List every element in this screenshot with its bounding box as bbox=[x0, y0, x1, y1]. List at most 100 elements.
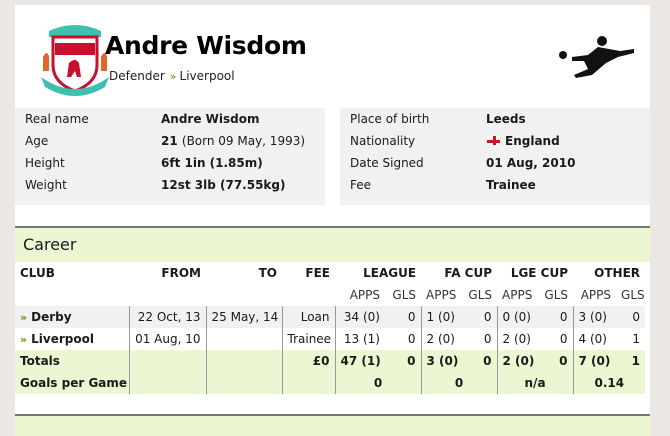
info-value: England bbox=[505, 134, 560, 148]
col-apps: APPS bbox=[502, 288, 533, 302]
info-label: Weight bbox=[25, 178, 67, 192]
info-label: Age bbox=[25, 134, 49, 148]
col-fee: FEE bbox=[305, 266, 330, 280]
totals-fee: £0 bbox=[281, 350, 335, 372]
fa-apps: 1 (0) bbox=[420, 306, 462, 328]
club-link[interactable]: Derby bbox=[31, 310, 72, 324]
career-heading: Career bbox=[15, 226, 650, 262]
info-value: Trainee bbox=[486, 178, 536, 192]
club-link[interactable]: Liverpool bbox=[31, 332, 94, 346]
col-to: TO bbox=[258, 266, 277, 280]
fee-cell: Loan bbox=[281, 306, 335, 328]
info-date-signed: Date Signed 01 Aug, 2010 bbox=[350, 152, 650, 174]
fa-gls: 0 bbox=[461, 306, 498, 328]
fa-apps: 2 (0) bbox=[420, 328, 462, 350]
col-apps: APPS bbox=[426, 288, 457, 302]
lge-gpg: n/a bbox=[496, 372, 574, 394]
from-cell: 01 Aug, 10 bbox=[128, 328, 206, 350]
info-real-name: Real name Andre Wisdom bbox=[25, 108, 325, 130]
gpg-label: Goals per Game bbox=[15, 372, 129, 394]
info-value: 21 bbox=[161, 134, 178, 148]
col-gls: GLS bbox=[621, 288, 645, 302]
lge-gls: 0 bbox=[536, 350, 574, 372]
liverpool-crest-logo bbox=[41, 25, 109, 96]
col-apps: APPS bbox=[580, 288, 612, 302]
info-age: Age 21 (Born 09 May, 1993) bbox=[25, 130, 325, 152]
career-row: » Liverpool 01 Aug, 10 Trainee 13 (1) 0 2 … bbox=[15, 328, 645, 350]
info-label: Nationality bbox=[350, 134, 416, 148]
goals-per-game-row: Goals per Game 0 0 n/a 0.14 bbox=[15, 372, 646, 394]
next-section-header bbox=[15, 414, 650, 436]
other-gls: 1 bbox=[632, 332, 641, 346]
career-row: » Derby 22 Oct, 13 25 May, 14 Loan 34 (0)… bbox=[15, 306, 646, 328]
fa-apps: 3 (0) bbox=[420, 350, 462, 372]
personal-info-right: Place of birth Leeds Nationality England D… bbox=[340, 108, 650, 205]
info-value: Andre Wisdom bbox=[161, 112, 260, 126]
info-weight: Weight 12st 3lb (77.55kg) bbox=[25, 174, 325, 196]
player-position: Defender bbox=[109, 69, 165, 83]
col-gls: GLS bbox=[392, 288, 417, 302]
col-club: CLUB bbox=[20, 266, 55, 280]
lge-gls: 0 bbox=[559, 332, 568, 346]
player-silhouette-icon bbox=[559, 36, 634, 78]
other-apps: 7 (0) bbox=[572, 350, 617, 372]
info-value: 12st 3lb (77.55kg) bbox=[161, 178, 286, 192]
info-value: 6ft 1in (1.85m) bbox=[161, 156, 263, 170]
info-label: Height bbox=[25, 156, 65, 170]
info-label: Place of birth bbox=[350, 112, 430, 126]
chevron-right-icon: » bbox=[169, 70, 177, 83]
chevron-right-icon: » bbox=[20, 333, 28, 346]
player-subtitle: Defender » Liverpool bbox=[109, 69, 235, 83]
info-label: Date Signed bbox=[350, 156, 424, 170]
col-league: LEAGUE bbox=[363, 266, 417, 280]
lge-gls: 0 bbox=[536, 306, 574, 328]
info-height: Height 6ft 1in (1.85m) bbox=[25, 152, 325, 174]
to-cell bbox=[205, 328, 282, 350]
fa-gls: 0 bbox=[461, 350, 498, 372]
league-apps: 13 (1) bbox=[334, 328, 385, 350]
totals-row: Totals £0 47 (1) 0 3 (0) 0 2 (0) 0 7 (0) 1 bbox=[15, 350, 646, 372]
info-value: 01 Aug, 2010 bbox=[486, 156, 576, 170]
other-apps: 4 (0) bbox=[572, 328, 617, 350]
other-gls: 0 bbox=[616, 306, 646, 328]
other-gls: 1 bbox=[616, 350, 646, 372]
league-gls: 0 bbox=[407, 332, 416, 346]
league-gls: 0 bbox=[385, 306, 422, 328]
league-gls: 0 bbox=[385, 350, 422, 372]
info-fee: Fee Trainee bbox=[350, 174, 650, 196]
league-apps: 47 (1) bbox=[334, 350, 385, 372]
lge-apps: 0 (0) bbox=[496, 306, 537, 328]
from-cell: 22 Oct, 13 bbox=[128, 306, 206, 328]
career-subheader-row: APPS GLS APPS GLS APPS GLS APPS GLS bbox=[15, 284, 645, 306]
col-gls: GLS bbox=[468, 288, 493, 302]
career-table: CLUB FROM TO FEE LEAGUE FA CUP LGE CUP O… bbox=[15, 262, 646, 394]
player-profile: Andre Wisdom Defender» Liverpool Real nam… bbox=[15, 5, 650, 436]
other-gpg: 0.14 bbox=[572, 372, 646, 394]
league-gpg: 0 bbox=[334, 372, 422, 394]
totals-label: Totals bbox=[15, 350, 129, 372]
col-lge-cup: LGE CUP bbox=[510, 266, 569, 280]
col-other: OTHER bbox=[594, 266, 641, 280]
col-apps: APPS bbox=[349, 288, 380, 302]
fa-gpg: 0 bbox=[420, 372, 498, 394]
info-nationality: Nationality England bbox=[350, 130, 650, 152]
league-apps: 34 (0) bbox=[334, 306, 385, 328]
chevron-right-icon: » bbox=[20, 311, 28, 324]
personal-info-left: Real name Andre Wisdom Age 21 (Born 09 May… bbox=[15, 108, 325, 205]
col-fa-cup: FA CUP bbox=[444, 266, 493, 280]
fa-gls: 0 bbox=[483, 332, 492, 346]
info-label: Real name bbox=[25, 112, 89, 126]
col-from: FROM bbox=[161, 266, 201, 280]
info-value: Leeds bbox=[486, 112, 526, 126]
to-cell: 25 May, 14 bbox=[205, 306, 282, 328]
player-club-link[interactable]: Liverpool bbox=[179, 69, 235, 83]
fee-cell: Trainee bbox=[281, 328, 335, 350]
info-birthplace: Place of birth Leeds bbox=[350, 108, 650, 130]
lge-apps: 2 (0) bbox=[496, 350, 537, 372]
player-name: Andre Wisdom bbox=[105, 31, 307, 60]
career-header-row: CLUB FROM TO FEE LEAGUE FA CUP LGE CUP O… bbox=[15, 262, 645, 284]
england-flag-icon bbox=[486, 135, 501, 146]
other-apps: 3 (0) bbox=[572, 306, 617, 328]
birth-date: (Born 09 May, 1993) bbox=[181, 134, 306, 148]
col-gls: GLS bbox=[544, 288, 569, 302]
